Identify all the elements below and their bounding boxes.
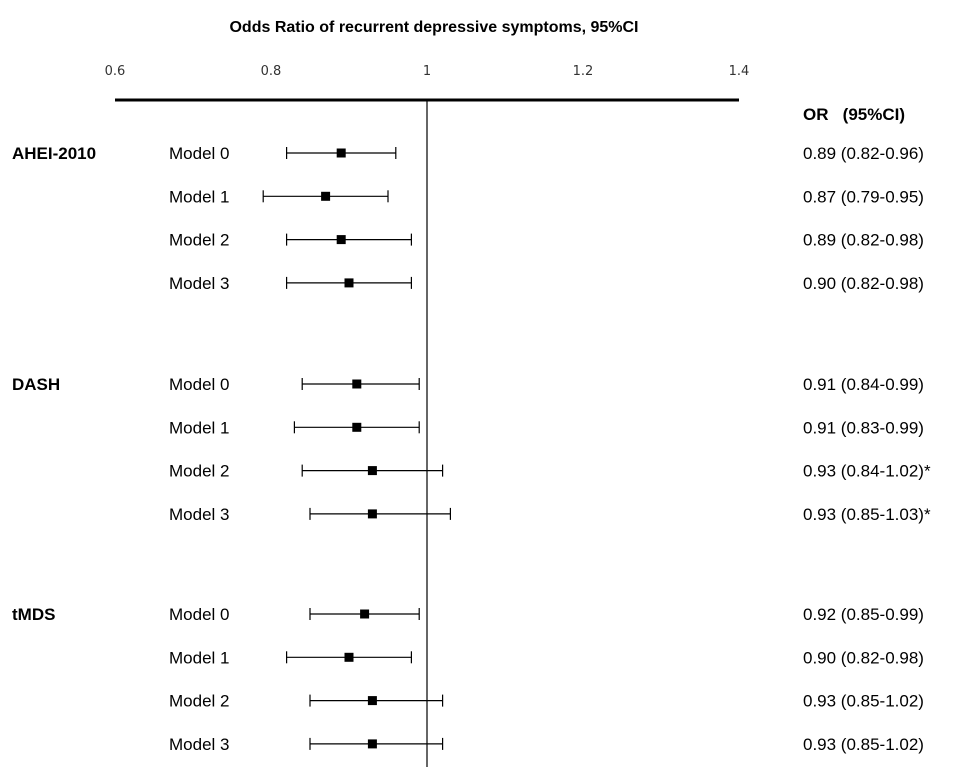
x-tick-labels: 0.6 0.8 1 1.2 1.4 — [105, 64, 750, 79]
point-estimate — [367, 696, 377, 706]
point-estimate — [352, 422, 362, 432]
x-tick-label: 0.8 — [261, 64, 282, 79]
model-label: Model 3 — [169, 735, 229, 754]
point-estimate — [367, 509, 377, 519]
or-value: 0.89 (0.82-0.98) — [803, 231, 924, 250]
model-label: Model 2 — [169, 692, 229, 711]
or-column-header: OR (95%CI) — [803, 105, 905, 124]
x-tick-label: 0.6 — [105, 64, 126, 79]
point-estimate — [367, 739, 377, 749]
model-label: Model 0 — [169, 144, 229, 163]
model-label: Model 3 — [169, 505, 229, 524]
or-value: 0.90 (0.82-0.98) — [803, 648, 924, 667]
or-value: 0.90 (0.82-0.98) — [803, 274, 924, 293]
point-estimate — [352, 379, 362, 389]
chart-title: Odds Ratio of recurrent depressive sympt… — [229, 19, 638, 36]
forest-rows: AHEI-2010 Model 0 0.89 (0.82-0.96) Model 1 0… — [12, 144, 931, 754]
model-label: Model 0 — [169, 605, 229, 624]
x-tick-label: 1.2 — [573, 64, 594, 79]
or-value: 0.91 (0.83-0.99) — [803, 418, 924, 437]
or-value: 0.89 (0.82-0.96) — [803, 144, 924, 163]
or-value: 0.91 (0.84-0.99) — [803, 375, 924, 394]
or-value: 0.93 (0.85-1.02) — [803, 735, 924, 754]
point-estimate — [344, 652, 354, 662]
or-value: 0.93 (0.85-1.02) — [803, 692, 924, 711]
point-estimate — [360, 609, 370, 619]
point-estimate — [344, 278, 354, 288]
point-estimate — [367, 466, 377, 476]
group-label: AHEI-2010 — [12, 144, 96, 163]
point-estimate — [336, 148, 346, 158]
x-tick-label: 1.4 — [729, 64, 750, 79]
x-tick-label: 1 — [423, 64, 431, 79]
group-label: DASH — [12, 375, 60, 394]
or-value: 0.87 (0.79-0.95) — [803, 187, 924, 206]
point-estimate — [336, 235, 346, 245]
model-label: Model 0 — [169, 375, 229, 394]
or-value: 0.93 (0.84-1.02)* — [803, 462, 931, 481]
model-label: Model 3 — [169, 274, 229, 293]
point-estimate — [321, 191, 331, 201]
model-label: Model 1 — [169, 187, 229, 206]
or-value: 0.92 (0.85-0.99) — [803, 605, 924, 624]
model-label: Model 2 — [169, 462, 229, 481]
model-label: Model 1 — [169, 648, 229, 667]
model-label: Model 1 — [169, 418, 229, 437]
group-label: tMDS — [12, 605, 55, 624]
model-label: Model 2 — [169, 231, 229, 250]
or-value: 0.93 (0.85-1.03)* — [803, 505, 931, 524]
